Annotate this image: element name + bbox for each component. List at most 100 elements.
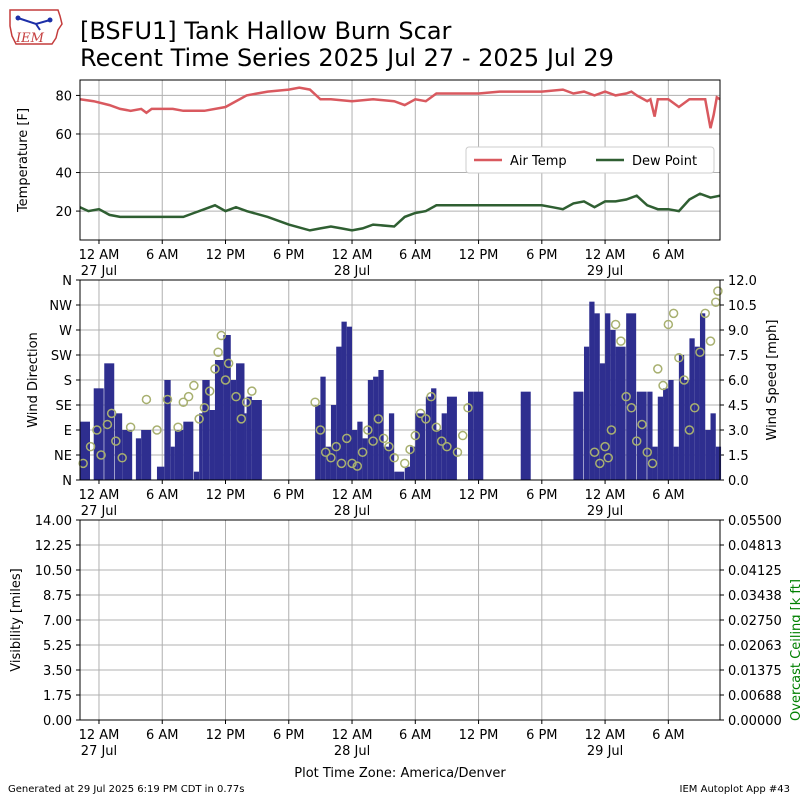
wind-speed-bar — [468, 391, 474, 480]
wind-direction-point — [315, 425, 326, 435]
wind-direction-point — [357, 447, 368, 457]
wind-direction-point — [616, 336, 626, 346]
wind-direction-point — [457, 430, 468, 441]
generated-note: Generated at 29 Jul 2025 6:19 PM CDT in … — [8, 784, 245, 795]
wind-speed-bar — [684, 380, 690, 480]
wind-speed-bar — [373, 376, 379, 480]
x-tick-label: 12 AM — [79, 728, 120, 743]
wind-speed-bar — [694, 346, 700, 480]
wind-speed-bar — [473, 391, 484, 480]
wind-direction-point — [631, 436, 642, 446]
x-tick-label: 12 PM — [206, 248, 246, 263]
wind-speed-bar — [80, 421, 90, 480]
wind-direction-point — [399, 458, 410, 469]
wind-speed-bar — [657, 396, 664, 480]
wind-direction-point — [689, 403, 700, 413]
logo-text: IEM — [15, 31, 45, 46]
y2-axis-label: Overcast Ceiling [k ft] — [789, 579, 800, 721]
plot-frame — [79, 279, 721, 481]
wind-direction-point — [223, 358, 234, 369]
wind-direction-point — [320, 447, 331, 457]
y-tick-label: 1.75 — [43, 689, 72, 704]
wind-speed-bar — [367, 380, 374, 480]
x-tick-label: 12 AM — [585, 728, 626, 743]
wind-speed-bar — [415, 413, 426, 480]
wind-speed-bar — [383, 446, 389, 480]
y2-tick-label: 0.01375 — [728, 664, 782, 679]
x-tick-label: 12 PM — [206, 488, 246, 503]
wind-direction-point — [426, 391, 436, 402]
wind-speed-bar — [246, 396, 252, 480]
wind-direction-point — [452, 447, 463, 457]
y2-tick-label: 7.5 — [728, 349, 749, 364]
wind-speed-bar — [174, 430, 184, 480]
x-tick-label: 6 PM — [273, 488, 304, 503]
y2-tick-label: 0.00688 — [728, 689, 782, 704]
wind-speed-bar — [214, 360, 224, 480]
wind-speed-bar — [164, 380, 171, 480]
wind-direction-point — [336, 458, 347, 469]
wind-direction-point — [106, 408, 117, 419]
legend-label-air-temp: Air Temp — [510, 154, 567, 169]
wind-speed-bar — [223, 335, 231, 480]
date-label: 28 Jul — [334, 504, 370, 519]
wind-direction-point — [713, 286, 723, 296]
date-label: 28 Jul — [334, 264, 370, 279]
wind-speed-bar — [615, 346, 626, 480]
wind-speed-bar — [647, 391, 653, 480]
y-tick-label: 0.00 — [43, 714, 72, 729]
date-label: 27 Jul — [81, 744, 117, 759]
wind-speed-bar — [610, 330, 616, 480]
y2-tick-label: 0.05500 — [728, 514, 782, 529]
wind-direction-point — [431, 422, 442, 432]
wind-speed-bar — [425, 396, 432, 480]
wind-direction-point — [642, 447, 652, 457]
wind-direction-point — [111, 436, 121, 446]
wind-speed-bar — [404, 466, 411, 480]
y-tick-label: 80 — [55, 89, 72, 104]
date-label: 28 Jul — [334, 744, 370, 759]
wind-speed-bar — [122, 430, 133, 480]
date-label: 29 Jul — [587, 504, 623, 519]
wind-direction-point — [603, 453, 613, 463]
wind-speed-bar — [230, 380, 237, 480]
wind-direction-point — [162, 394, 173, 405]
wind-direction-point — [389, 453, 399, 463]
wind-speed-bar — [325, 446, 331, 480]
wind-speed-bar — [352, 430, 358, 480]
wind-direction-point — [342, 433, 352, 444]
wind-speed-bar — [135, 438, 142, 480]
wind-speed-bar — [183, 421, 194, 480]
wind-speed-bar — [251, 400, 262, 480]
wind-direction-point — [210, 364, 220, 374]
wind-speed-bar — [394, 471, 405, 480]
wind-direction-point — [204, 386, 215, 396]
wind-direction-point — [674, 353, 684, 363]
x-tick-label: 6 AM — [146, 488, 179, 503]
wind-speed-bar — [446, 396, 457, 480]
x-tick-label: 12 PM — [459, 728, 499, 743]
y-tick-label: E — [64, 424, 72, 439]
wind-direction-point — [78, 458, 88, 469]
wind-direction-point — [213, 347, 223, 357]
plot-frame — [79, 79, 721, 241]
wind-direction-point — [658, 380, 668, 391]
wind-speed-bar — [199, 413, 203, 480]
x-tick-label: 6 AM — [399, 488, 432, 503]
y2-tick-label: 0.02750 — [728, 614, 782, 629]
wind-speed-bar — [699, 313, 706, 480]
wind-direction-point — [363, 425, 373, 435]
app-note: IEM Autoplot App #43 — [679, 784, 790, 795]
y-tick-label: 5.25 — [43, 639, 72, 654]
wind-direction-point — [663, 319, 674, 330]
page-subtitle: Recent Time Series 2025 Jul 27 - 2025 Ju… — [80, 44, 614, 72]
wind-direction-point — [600, 441, 610, 452]
air-temp-line — [79, 86, 721, 129]
x-tick-label: 6 AM — [652, 728, 685, 743]
y2-axis-label: Wind Speed [mph] — [765, 320, 780, 441]
wind-speed-bar — [244, 413, 247, 480]
wind-direction-point — [216, 330, 227, 341]
wind-speed-bar — [315, 405, 321, 480]
y2-tick-label: 0.00000 — [728, 714, 782, 729]
wind-direction-point — [436, 436, 447, 446]
